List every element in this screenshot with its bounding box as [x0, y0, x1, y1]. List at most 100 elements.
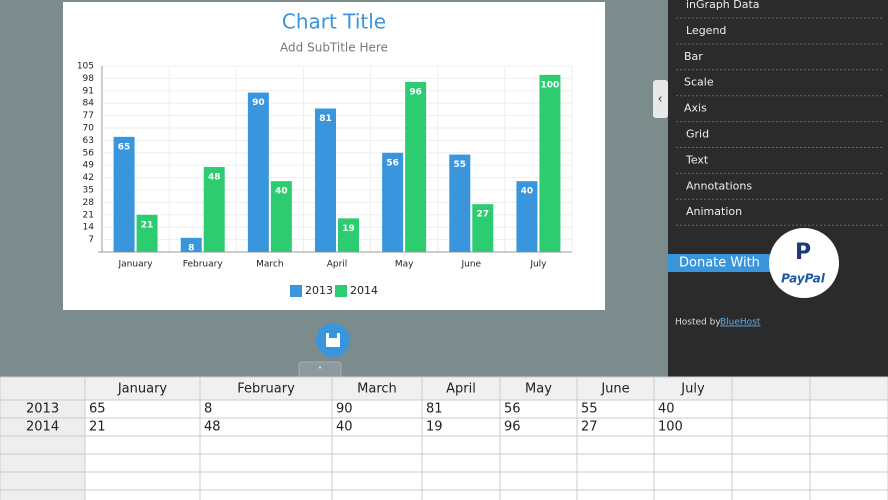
- legend-swatch: [290, 285, 302, 297]
- menu-item: Bar: [684, 50, 703, 63]
- data-label: 56: [386, 158, 399, 168]
- y-tick-label: 49: [83, 161, 95, 171]
- plot: 7 14 21 28 35 42 49 56 63 70 77 84 91 98 105 January 65 2…: [77, 62, 573, 297]
- y-tick-label: 63: [83, 136, 94, 146]
- data-label: 90: [252, 98, 265, 108]
- legend-swatch: [335, 285, 347, 297]
- x-tick-label: July: [529, 260, 547, 270]
- table-column-header: June: [600, 382, 629, 397]
- table-row-header: 2013: [26, 402, 59, 417]
- bar: [539, 74, 561, 252]
- table-cell: 55: [581, 402, 598, 417]
- collapse-arrow: ˄: [318, 365, 323, 377]
- bar: [472, 204, 494, 252]
- data-table: January February March April May June July 2013…: [0, 376, 888, 500]
- y-tick-label: 35: [83, 186, 94, 196]
- chart-subtitle: Add SubTitle Here: [280, 41, 388, 55]
- sidebar-menu: inGraph Data Legend Bar Scale Axis Grid Text An…: [676, 0, 884, 226]
- table-cell: 40: [658, 402, 675, 417]
- table-cell: 40: [336, 420, 353, 435]
- save-icon-slot: [329, 333, 337, 338]
- data-label: 21: [141, 220, 154, 230]
- data-label: 40: [275, 187, 288, 197]
- table-cell: 21: [89, 420, 106, 435]
- menu-item: Annotations: [686, 179, 752, 192]
- y-tick-label: 21: [83, 210, 94, 220]
- x-tick-label: January: [118, 260, 154, 270]
- menu-item: inGraph Data: [686, 0, 760, 11]
- table-cell: 100: [658, 420, 683, 435]
- bar: [516, 181, 538, 252]
- bar: [382, 152, 404, 252]
- bar: [247, 92, 269, 252]
- y-tick-label: 28: [83, 198, 95, 208]
- y-tick-label: 42: [83, 173, 94, 183]
- table-cell: 81: [426, 402, 443, 417]
- bar: [203, 166, 225, 252]
- data-label: 27: [477, 210, 490, 220]
- y-tick-label: 98: [83, 74, 95, 84]
- y-tick-label: 91: [83, 86, 94, 96]
- data-label: 65: [118, 142, 131, 152]
- bar: [405, 81, 427, 252]
- data-label: 100: [541, 80, 560, 90]
- table-header-row: [0, 377, 888, 400]
- table-cell: 56: [504, 402, 521, 417]
- bar: [180, 237, 202, 252]
- table-cell: 27: [581, 420, 598, 435]
- menu-item: Text: [685, 153, 709, 166]
- table-cell: 48: [204, 420, 221, 435]
- paypal-badge[interactable]: [769, 228, 839, 298]
- bar: [136, 214, 158, 252]
- table-column-header: February: [237, 382, 295, 397]
- paypal-text: PayPal: [781, 272, 826, 286]
- y-tick-label: 105: [77, 62, 94, 72]
- menu-item: Grid: [686, 128, 709, 141]
- data-label: 55: [454, 160, 467, 170]
- table-column-header: May: [525, 382, 552, 397]
- y-tick-label: 56: [83, 148, 95, 158]
- bar: [449, 154, 471, 252]
- table-cell: 65: [89, 402, 106, 417]
- data-label: 8: [188, 243, 194, 253]
- table-column-header: April: [446, 382, 476, 397]
- data-label: 96: [409, 87, 422, 97]
- data-label: 40: [521, 187, 534, 197]
- chart-title: Chart Title: [282, 10, 386, 34]
- y-tick-label: 70: [83, 124, 95, 134]
- table-cell: 90: [336, 402, 353, 417]
- data-label: 19: [342, 224, 355, 234]
- y-tick-label: 77: [83, 111, 94, 121]
- legend-label: 2014: [350, 284, 378, 297]
- x-tick-label: April: [327, 260, 348, 270]
- menu-item: Axis: [684, 102, 707, 115]
- table-row-header: 2014: [26, 420, 59, 435]
- table-column-header: March: [357, 382, 397, 397]
- table-row-header-column: [0, 377, 85, 500]
- sidebar: [668, 0, 888, 377]
- data-label: 48: [208, 172, 221, 182]
- bar: [270, 181, 292, 252]
- menu-item: Legend: [686, 24, 726, 37]
- bar: [338, 218, 359, 252]
- x-tick-label: June: [460, 260, 481, 270]
- table-column-header: July: [680, 382, 705, 397]
- bar: [315, 108, 336, 252]
- y-tick-label: 14: [83, 223, 95, 233]
- donate-button[interactable]: [668, 254, 792, 272]
- menu-item: Animation: [686, 205, 742, 218]
- bar: [113, 136, 135, 252]
- menu-item: Scale: [684, 76, 714, 89]
- host-link[interactable]: BlueHost: [720, 318, 761, 328]
- sidebar-toggle[interactable]: [653, 80, 668, 118]
- table-cell: 19: [426, 420, 443, 435]
- table-cell: 96: [504, 420, 521, 435]
- x-tick-label: May: [395, 260, 414, 270]
- donate-text: Donate With: [679, 256, 760, 271]
- y-tick-label: 84: [83, 99, 95, 109]
- table-cell: 8: [204, 402, 212, 417]
- y-tick-label: 7: [88, 235, 94, 245]
- x-tick-label: March: [256, 260, 283, 270]
- hosted-by: Hosted by: [675, 318, 721, 328]
